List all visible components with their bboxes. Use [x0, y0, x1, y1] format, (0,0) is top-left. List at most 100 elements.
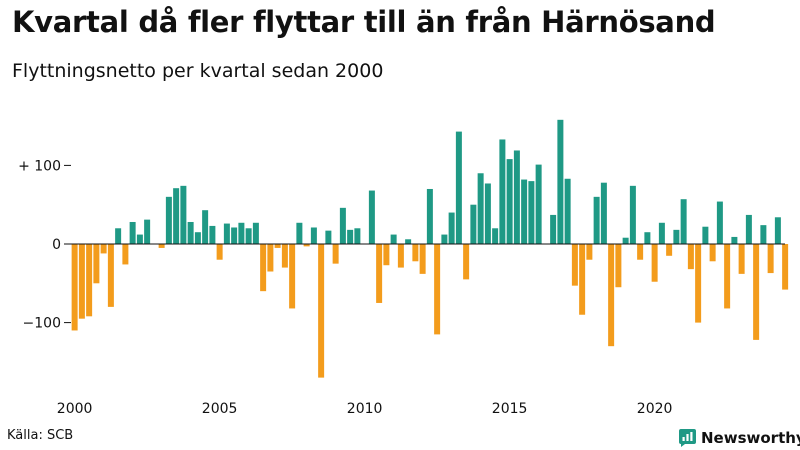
bar: [122, 244, 129, 265]
bar: [252, 222, 259, 244]
chart-title: Kvartal då fler flyttar till än från Här…: [12, 5, 716, 39]
bar: [267, 244, 274, 272]
bar: [629, 185, 636, 244]
bar: [158, 244, 165, 248]
bar: [492, 228, 499, 244]
bar: [753, 244, 760, 340]
bar: [78, 244, 85, 319]
x-tick-label: 2005: [202, 401, 238, 417]
bar: [600, 182, 607, 244]
x-tick-label: 2010: [347, 401, 383, 417]
x-tick-label: 2015: [492, 401, 528, 417]
bar: [738, 244, 745, 274]
y-axis-ticks: + 100 0 −100: [18, 158, 71, 332]
bar: [499, 139, 506, 244]
bar: [782, 244, 789, 290]
bar: [296, 222, 303, 244]
bar: [383, 244, 390, 266]
bar: [666, 244, 673, 256]
bar: [281, 244, 288, 268]
bar: [745, 214, 752, 244]
y-tick-label: 0: [52, 237, 61, 253]
y-tick-label: + 100: [18, 158, 61, 174]
bar: [100, 244, 107, 254]
bar: [339, 207, 346, 244]
x-tick-label: 2020: [637, 401, 673, 417]
bar: [724, 244, 731, 309]
bar: [622, 237, 629, 244]
bar: [564, 178, 571, 244]
bar: [586, 244, 593, 260]
bar: [238, 222, 245, 244]
bar: [448, 212, 455, 244]
bar: [470, 204, 477, 244]
bars-group: [71, 119, 789, 378]
chart-subtitle: Flyttningsnetto per kvartal sedan 2000: [12, 60, 384, 82]
bar: [767, 244, 774, 274]
bar: [93, 244, 100, 284]
bar: [115, 228, 122, 244]
bar: [368, 190, 375, 244]
x-axis-ticks: 2000 2005 2010 2015 2020: [57, 401, 673, 417]
bar: [615, 244, 622, 288]
bar: [289, 244, 296, 309]
bar: [637, 244, 644, 260]
bar: [593, 196, 600, 244]
bar: [405, 239, 412, 244]
bar: [695, 244, 702, 323]
bar: [506, 159, 513, 244]
bar: [173, 188, 180, 244]
bar: [165, 196, 172, 244]
bar: [390, 234, 397, 244]
y-tick-label: −100: [23, 316, 61, 332]
bar: [550, 214, 557, 244]
bar: [528, 181, 535, 244]
bar: [687, 244, 694, 270]
bar: [419, 244, 426, 274]
bar: [310, 227, 317, 244]
bar: [71, 244, 78, 331]
bar: [608, 244, 615, 347]
bar: [760, 225, 767, 244]
bar: [535, 164, 542, 244]
bar: [702, 226, 709, 244]
bar: [463, 244, 470, 280]
source-note: Källa: SCB: [7, 428, 74, 443]
bar: [354, 228, 361, 244]
bar: [731, 236, 738, 244]
bar: [376, 244, 383, 303]
bar: [107, 244, 114, 307]
bar: [673, 229, 680, 244]
bar: [521, 179, 528, 244]
bar: [658, 222, 665, 244]
bar: [397, 244, 404, 268]
bar: [571, 244, 578, 286]
bar: [441, 234, 448, 244]
bar: [209, 225, 216, 244]
bar: [680, 199, 687, 244]
bar: [412, 244, 419, 262]
bar: [180, 185, 187, 244]
bar: [477, 173, 484, 244]
bar: [455, 131, 462, 244]
x-tick-label: 2000: [57, 401, 93, 417]
brand-logo[interactable]: Newsworthy: [679, 427, 800, 449]
bar: [274, 244, 281, 248]
bar: [86, 244, 93, 317]
bar: [325, 230, 332, 244]
bar: [644, 232, 651, 244]
bar: [434, 244, 441, 335]
bar: [774, 217, 781, 244]
newsworthy-logo-icon: [679, 429, 696, 447]
bar: [484, 183, 491, 244]
bar: [187, 221, 194, 244]
brand-name: Newsworthy: [701, 429, 800, 447]
bar: [579, 244, 586, 315]
bar: [231, 227, 238, 244]
bar: [332, 244, 339, 264]
bar: [347, 229, 354, 244]
bar: [136, 234, 143, 244]
bar: [223, 223, 230, 244]
bar: [426, 188, 433, 244]
bar: [245, 228, 252, 244]
